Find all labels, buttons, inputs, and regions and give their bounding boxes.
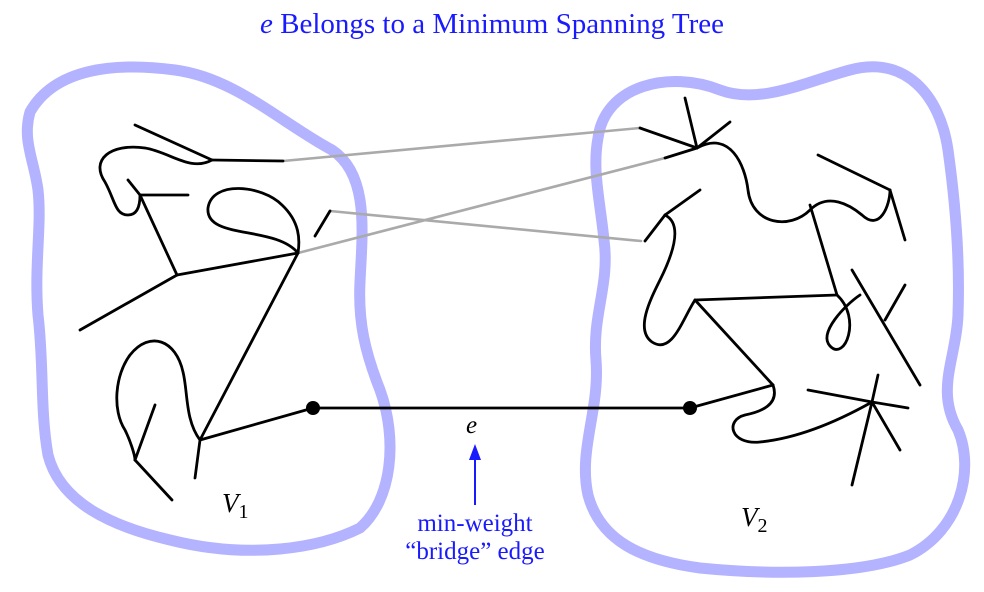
bridge-edge (281, 126, 642, 163)
annotation-line-2: “bridge” edge (405, 538, 545, 565)
bridge-edges (281, 126, 667, 255)
min-weight-edge (306, 401, 697, 415)
tree-v1 (78, 123, 332, 502)
tree-v2 (638, 96, 922, 487)
annotation-arrow (469, 444, 481, 505)
bridge-edge-annotation: min-weight “bridge” edge (385, 510, 565, 566)
annotation-line-1: min-weight (417, 510, 533, 537)
edge-e-endpoint-v2 (683, 401, 697, 415)
set-subscript: 1 (238, 501, 249, 523)
bridge-edge (296, 156, 667, 255)
bridge-edge (328, 209, 643, 243)
edge-label-e: e (466, 412, 478, 439)
set-symbol: V (741, 502, 758, 532)
region-v1-outline (21, 61, 396, 556)
title-text: Belongs to a Minimum Spanning Tree (280, 8, 724, 40)
set-label-v1: V1 (222, 488, 249, 524)
edge-e-endpoint-v1 (306, 401, 320, 415)
title-variable: e (259, 8, 273, 40)
set-subscript: 2 (757, 515, 768, 537)
region-v2-outline (579, 61, 971, 578)
set-label-v2: V2 (741, 502, 768, 538)
set-symbol: V (222, 488, 239, 518)
diagram-title: e Belongs to a Minimum Spanning Tree (0, 8, 984, 41)
